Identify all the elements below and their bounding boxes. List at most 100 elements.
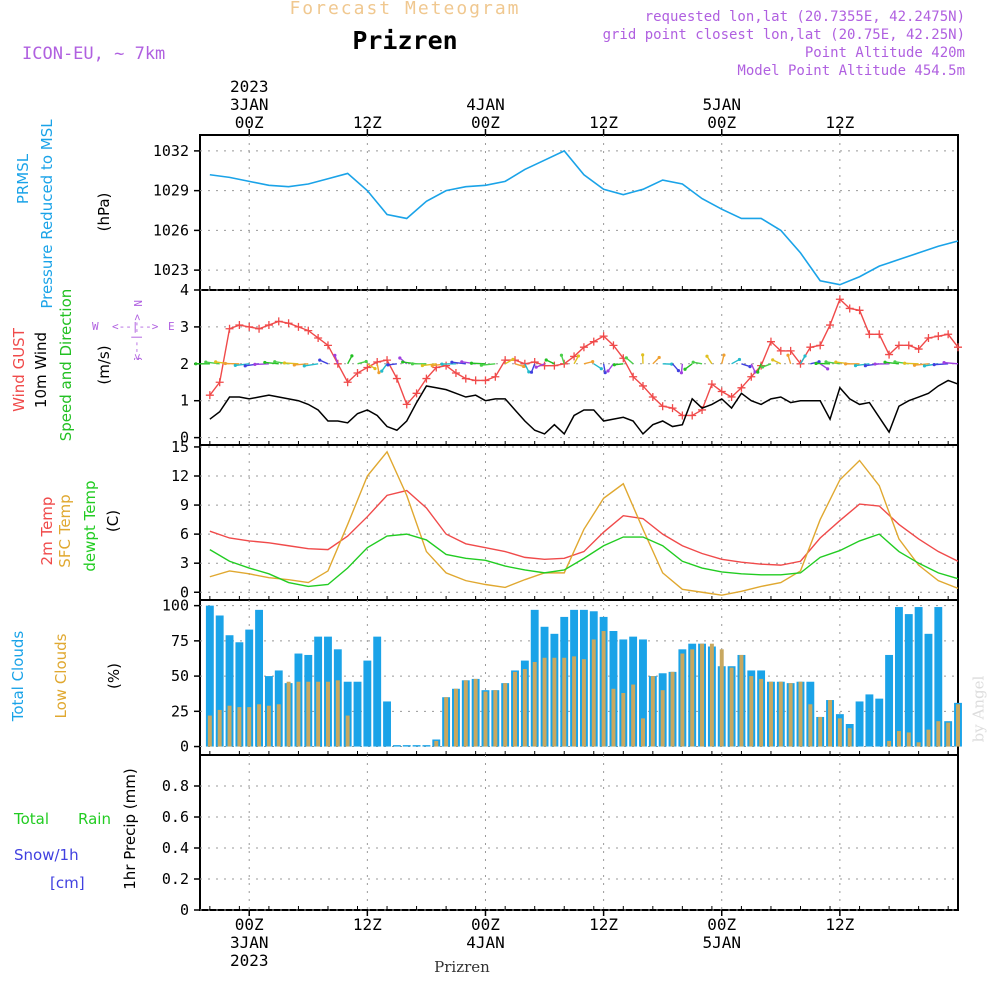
low-clouds-bar [335,680,340,747]
bottom-tick-label: 2023 [230,951,269,970]
low-clouds-bar [926,729,931,747]
wind-direction-arrow [294,363,309,366]
wind-gust-marker [491,372,500,381]
wind-direction-arrowhead [282,361,287,365]
low-clouds-bar [345,715,350,747]
wind-gust-line [209,298,959,417]
y-tick-label: 4 [180,281,189,299]
temp-dewpt-line [209,533,959,588]
total-rain-label-rain: Rain [78,810,111,828]
wind-direction-arrowhead [522,364,526,369]
wind-gust-marker [934,332,943,341]
low-clouds-bar [906,732,911,747]
wind-gust-marker [412,389,421,398]
wind-direction-arrowhead [233,363,237,367]
wind-direction-arrowhead [440,362,444,366]
low-clouds-bar [326,681,330,747]
low-clouds-bar [768,681,773,747]
panel-wind: 0 1 2 3 4 [180,281,962,447]
wind-direction-arrowhead [559,353,564,357]
wind-gust-marker [865,330,874,339]
bottom-tick-label: 3JAN [230,933,269,952]
wind-direction-arrow [205,361,220,365]
wind-direction-arrow [934,363,949,366]
low-clouds-bar [798,681,803,747]
y-tick-label: 1023 [153,261,189,279]
low-clouds-bar [700,643,705,747]
wind-direction-arrowhead [863,364,867,368]
wind-direction-arrowhead [450,360,454,364]
wind-direction-arrowhead [410,362,415,366]
wind-direction-arrowhead [243,364,247,368]
wind-gust-marker [707,380,716,389]
y-tick-label: 9 [180,496,189,514]
total-clouds-bar [235,642,244,747]
low-clouds-bar [493,690,498,747]
wind-gust-marker [235,321,244,330]
wind-direction-arrowhead [420,363,424,368]
low-clouds-bar [936,721,941,747]
wind-gust-marker [353,369,362,378]
wind-gust-marker [274,317,283,326]
wind-direction-arrowhead [364,359,368,364]
bottom-tick-label: 5JAN [702,933,741,952]
pressure-line [209,149,959,286]
wind-direction-arrowhead [318,358,322,362]
requested-coords: requested lon,lat (20.7355E, 42.2475N) [644,9,965,25]
y-tick-label: 3 [180,554,189,572]
total-clouds-bar [875,698,884,747]
wind-direction-arrowhead [469,361,474,365]
wind-gust-marker [845,304,854,313]
wind-direction-arrowhead [786,353,790,357]
top-tick-label: 00Z [235,113,264,132]
low-clouds-bar [759,678,764,747]
y-tick-label: 0.2 [162,870,189,888]
top-tick-label: 2023 [230,77,269,96]
wind-direction-arrowhead [460,360,464,364]
top-tick-label: 12Z [825,113,854,132]
wind-direction-arrowhead [612,363,616,367]
y-tick-label: 6 [180,525,189,543]
panel-pressure: 1023 1026 1029 1032 [153,134,959,291]
wind-direction-arrow [264,361,279,365]
top-tick-label: 00Z [471,113,500,132]
low-clouds-bar [601,631,606,747]
low-clouds-bar [503,683,508,747]
wind-gust-marker [737,383,746,392]
low-clouds-bar [237,707,242,747]
wind-gust-marker [776,346,785,355]
wind-direction-arrowhead [912,363,917,367]
wind-direction-arrow [481,363,496,366]
low-clouds-bar [956,704,960,747]
panel-frame [199,599,959,756]
wind-direction-arrowhead [194,362,198,366]
wind-direction-arrowhead [350,354,354,358]
wind-gust-marker [363,363,372,372]
wind-direction-arrowhead [479,363,483,367]
low-clouds-bar [483,691,488,747]
wind-direction-arrowhead [641,353,645,357]
wind-gust-marker [579,343,588,352]
wind-direction-arrowhead [942,361,946,365]
low-clouds-bar [207,715,212,747]
wind-gust-marker [786,346,795,355]
wind-gust-marker [638,381,647,390]
y-tick-label: 100 [162,597,189,615]
wind-gust-marker [255,324,264,333]
total-clouds-bar [904,614,913,747]
low-clouds-bar [532,662,537,747]
total-clouds-bar [392,745,401,747]
total-clouds-bar [934,607,943,747]
low-clouds-bar [266,705,271,747]
model-altitude: Model Point Altitude 454.5m [737,63,965,79]
wind-direction-arrowhead [606,369,610,373]
total-clouds-bar [245,629,254,747]
wind-direction-arrowhead [223,361,227,366]
y-tick-label: 50 [171,667,189,685]
wind-direction-arrowhead [292,363,296,367]
wind-gust-marker [540,361,549,370]
total-clouds-bar [363,660,372,747]
wind-gust-marker [914,345,923,354]
wind-direction-arrow [884,361,900,365]
